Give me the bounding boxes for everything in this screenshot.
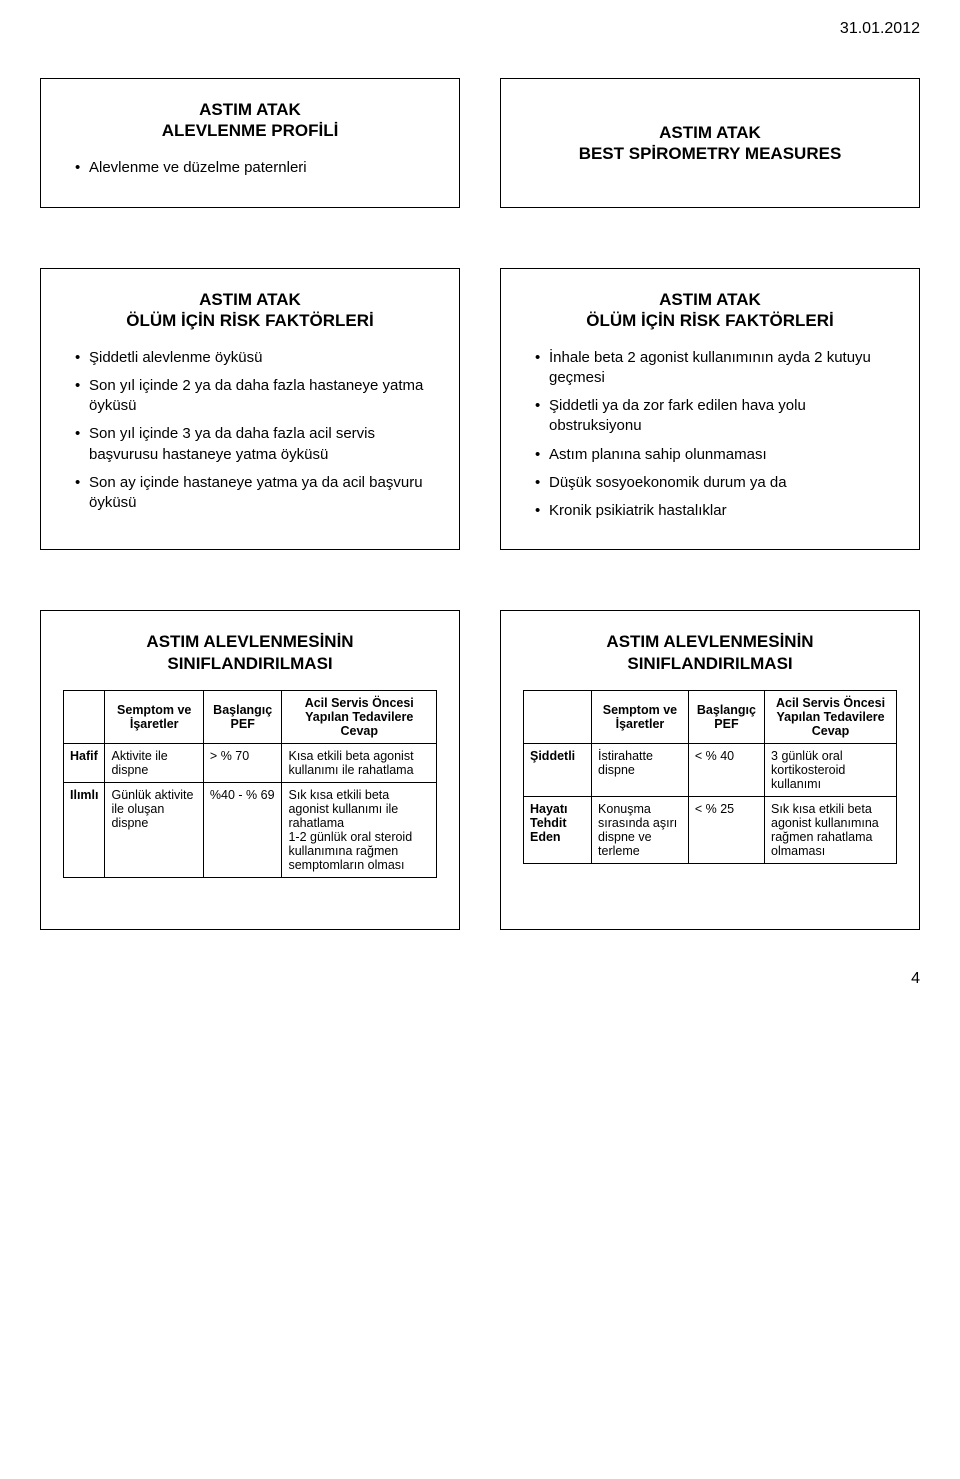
- cell: 3 günlük oral kortikosteroid kullanımı: [765, 743, 897, 796]
- cell: İstirahatte dispne: [592, 743, 689, 796]
- slide-5-title-l1: ASTIM ALEVLENMESİNİN: [146, 632, 353, 651]
- page-number: 4: [40, 970, 920, 988]
- slide-1-title: ASTIM ATAK ALEVLENME PROFİLİ: [63, 99, 437, 142]
- slide-3-title-l1: ASTIM ATAK: [199, 290, 301, 309]
- slide-4-bullet: Düşük sosyoekonomik durum ya da: [535, 473, 897, 493]
- col-symptoms: Semptom ve İşaretler: [592, 690, 689, 743]
- slide-5-title-l2: SINIFLANDIRILMASI: [167, 654, 332, 673]
- col-response: Acil Servis Öncesi Yapılan Tedavilere Ce…: [282, 690, 437, 743]
- col-blank: [64, 690, 105, 743]
- slide-3-bullet: Son yıl içinde 3 ya da daha fazla acil s…: [75, 424, 437, 465]
- slide-6-title-l2: SINIFLANDIRILMASI: [627, 654, 792, 673]
- table-header-row: Semptom ve İşaretler Başlangıç PEF Acil …: [64, 690, 437, 743]
- table-row: Şiddetli İstirahatte dispne < % 40 3 gün…: [524, 743, 897, 796]
- slide-3-bullet: Son yıl içinde 2 ya da daha fazla hastan…: [75, 376, 437, 417]
- col-response: Acil Servis Öncesi Yapılan Tedavilere Ce…: [765, 690, 897, 743]
- slide-3-bullet: Şiddetli alevlenme öyküsü: [75, 348, 437, 368]
- table-row: Hafif Aktivite ile dispne > % 70 Kısa et…: [64, 743, 437, 782]
- row-ilimli: Ilımlı: [64, 782, 105, 877]
- col-symptoms: Semptom ve İşaretler: [105, 690, 203, 743]
- row-hafif: Hafif: [64, 743, 105, 782]
- cell: > % 70: [203, 743, 282, 782]
- slide-grid: ASTIM ATAK ALEVLENME PROFİLİ Alevlenme v…: [40, 78, 920, 930]
- cell: < % 25: [688, 796, 764, 863]
- slide-6-title-l1: ASTIM ALEVLENMESİNİN: [606, 632, 813, 651]
- slide-2-title-l1: ASTIM ATAK: [659, 123, 761, 142]
- table-row: Hayatı Tehdit Eden Konuşma sırasında aşı…: [524, 796, 897, 863]
- slide-4-bullet: İnhale beta 2 agonist kullanımının ayda …: [535, 348, 897, 389]
- slide-5-title: ASTIM ALEVLENMESİNİN SINIFLANDIRILMASI: [63, 631, 437, 674]
- slide-5: ASTIM ALEVLENMESİNİN SINIFLANDIRILMASI S…: [40, 610, 460, 930]
- slide-4-title: ASTIM ATAK ÖLÜM İÇİN RİSK FAKTÖRLERİ: [523, 289, 897, 332]
- slide-4-bullet: Şiddetli ya da zor fark edilen hava yolu…: [535, 396, 897, 437]
- col-pef: Başlangıç PEF: [688, 690, 764, 743]
- date-header: 31.01.2012: [40, 20, 920, 38]
- slide-3-title: ASTIM ATAK ÖLÜM İÇİN RİSK FAKTÖRLERİ: [63, 289, 437, 332]
- slide-3-title-l2: ÖLÜM İÇİN RİSK FAKTÖRLERİ: [126, 311, 373, 330]
- slide-2-title: ASTIM ATAK BEST SPİROMETRY MEASURES: [579, 122, 842, 165]
- slide-6-table: Semptom ve İşaretler Başlangıç PEF Acil …: [523, 690, 897, 864]
- slide-1-title-l2: ALEVLENME PROFİLİ: [162, 121, 339, 140]
- slide-5-table: Semptom ve İşaretler Başlangıç PEF Acil …: [63, 690, 437, 878]
- slide-6-title: ASTIM ALEVLENMESİNİN SINIFLANDIRILMASI: [523, 631, 897, 674]
- cell: %40 - % 69: [203, 782, 282, 877]
- cell: Aktivite ile dispne: [105, 743, 203, 782]
- slide-3: ASTIM ATAK ÖLÜM İÇİN RİSK FAKTÖRLERİ Şid…: [40, 268, 460, 550]
- slide-4-bullet: Kronik psikiatrik hastalıklar: [535, 501, 897, 521]
- row-siddetli: Şiddetli: [524, 743, 592, 796]
- slide-1-title-l1: ASTIM ATAK: [199, 100, 301, 119]
- slide-1-bullet: Alevlenme ve düzelme paternleri: [75, 158, 437, 178]
- cell: Sık kısa etkili beta agonist kullanımı i…: [282, 782, 437, 877]
- row-hayati: Hayatı Tehdit Eden: [524, 796, 592, 863]
- slide-1-bullets: Alevlenme ve düzelme paternleri: [63, 158, 437, 178]
- slide-4-bullets: İnhale beta 2 agonist kullanımının ayda …: [523, 348, 897, 522]
- slide-4-title-l1: ASTIM ATAK: [659, 290, 761, 309]
- slide-4-title-l2: ÖLÜM İÇİN RİSK FAKTÖRLERİ: [586, 311, 833, 330]
- slide-3-bullets: Şiddetli alevlenme öyküsü Son yıl içinde…: [63, 348, 437, 514]
- slide-4-bullet: Astım planına sahip olunmaması: [535, 445, 897, 465]
- slide-2-title-l2: BEST SPİROMETRY MEASURES: [579, 144, 842, 163]
- table-row: Ilımlı Günlük aktivite ile oluşan dispne…: [64, 782, 437, 877]
- cell: Sık kısa etkili beta agonist kullanımına…: [765, 796, 897, 863]
- slide-2: ASTIM ATAK BEST SPİROMETRY MEASURES: [500, 78, 920, 208]
- slide-1: ASTIM ATAK ALEVLENME PROFİLİ Alevlenme v…: [40, 78, 460, 208]
- cell: Konuşma sırasında aşırı dispne ve terlem…: [592, 796, 689, 863]
- cell: Günlük aktivite ile oluşan dispne: [105, 782, 203, 877]
- cell: Kısa etkili beta agonist kullanımı ile r…: [282, 743, 437, 782]
- table-header-row: Semptom ve İşaretler Başlangıç PEF Acil …: [524, 690, 897, 743]
- cell: < % 40: [688, 743, 764, 796]
- col-blank: [524, 690, 592, 743]
- slide-6: ASTIM ALEVLENMESİNİN SINIFLANDIRILMASI S…: [500, 610, 920, 930]
- slide-3-bullet: Son ay içinde hastaneye yatma ya da acil…: [75, 473, 437, 514]
- col-pef: Başlangıç PEF: [203, 690, 282, 743]
- slide-4: ASTIM ATAK ÖLÜM İÇİN RİSK FAKTÖRLERİ İnh…: [500, 268, 920, 550]
